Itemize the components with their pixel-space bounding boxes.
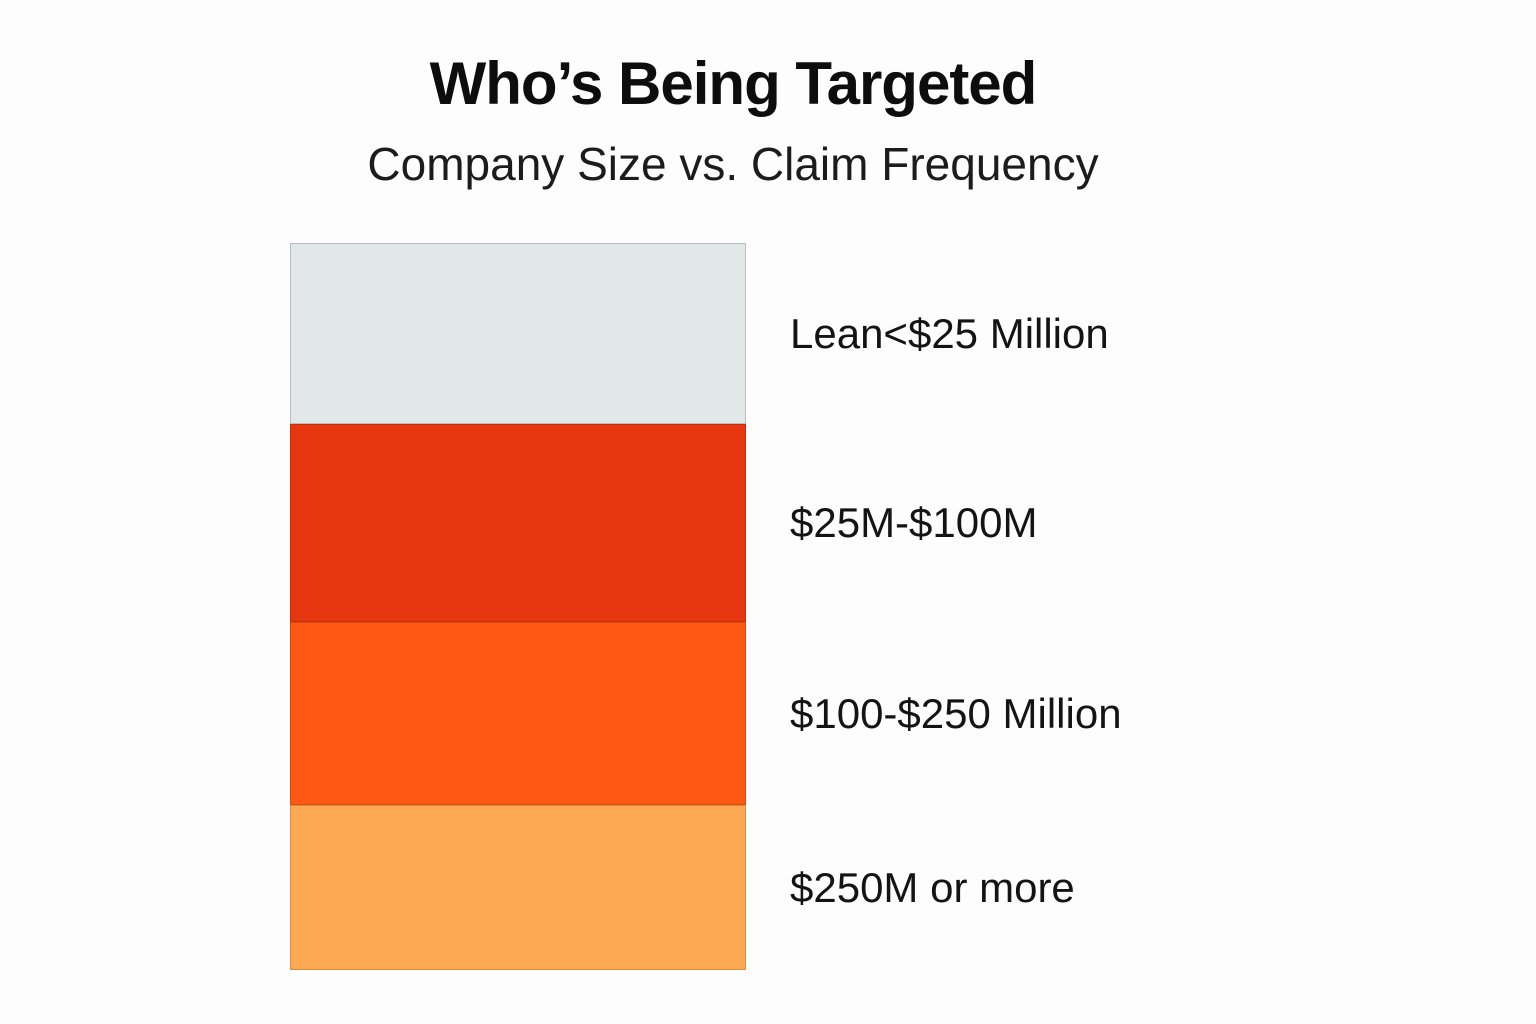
- segment-label-row: $100-$250 Million: [790, 622, 1122, 805]
- segment-label: $25M-$100M: [790, 499, 1038, 546]
- bar-segment: [290, 243, 746, 424]
- stacked-bar: [290, 243, 746, 970]
- segment-label: Lean<$25 Million: [790, 309, 1109, 357]
- stacked-bar-chart: Lean<$25 Million $25M-$100M $100-$250 Mill…: [290, 243, 1122, 970]
- page-title: Who’s Being Targeted: [429, 50, 1038, 117]
- segment-label: $250M or more: [790, 863, 1075, 911]
- page-subtitle: Company Size vs. Claim Frequency: [367, 138, 1099, 190]
- segment-label-row: $25M-$100M: [790, 424, 1122, 622]
- segment-labels: Lean<$25 Million $25M-$100M $100-$250 Mill…: [790, 243, 1122, 970]
- segment-label: $100-$250 Million: [790, 689, 1122, 737]
- bar-segment: [290, 424, 746, 622]
- segment-label-row: $250M or more: [790, 805, 1122, 970]
- bar-segment: [290, 622, 746, 805]
- segment-label-row: Lean<$25 Million: [790, 243, 1122, 424]
- bar-segment: [290, 805, 746, 970]
